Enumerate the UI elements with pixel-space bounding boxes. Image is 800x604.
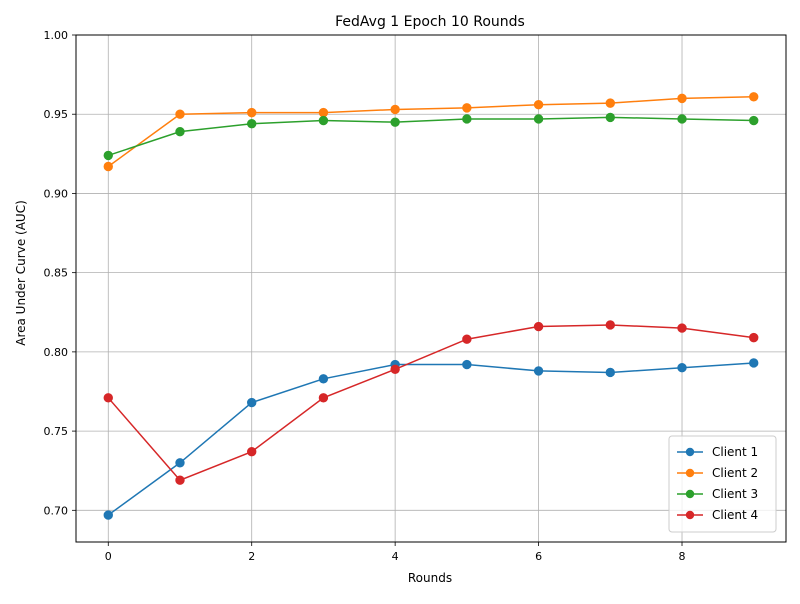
data-point-client-4 (605, 320, 615, 330)
data-point-client-2 (749, 92, 759, 102)
legend-item: Client 4 (677, 508, 758, 522)
x-axis-label: Rounds (408, 571, 452, 585)
x-tick-label: 6 (535, 550, 542, 563)
data-point-client-1 (103, 510, 113, 520)
y-axis-label: Area Under Curve (AUC) (14, 200, 28, 346)
data-point-client-3 (749, 115, 759, 126)
data-point-client-1 (749, 358, 759, 368)
data-point-client-4 (175, 475, 185, 485)
series-line-client-4 (107, 324, 754, 482)
legend-item: Client 3 (677, 487, 758, 501)
legend-box (668, 435, 777, 533)
legend-marker (685, 447, 695, 457)
series-layer (103, 92, 759, 520)
x-axis: 0 2 4 6 8 (105, 542, 686, 563)
data-point-client-2 (677, 93, 687, 104)
legend-label: Client 4 (712, 508, 758, 522)
data-point-client-3 (103, 150, 113, 161)
data-point-client-2 (605, 98, 615, 108)
data-point-client-1 (175, 458, 185, 468)
data-point-client-4 (103, 393, 113, 403)
legend-label: Client 1 (712, 445, 758, 459)
data-point-client-2 (247, 107, 257, 118)
y-tick-label: 0.95 (44, 108, 69, 121)
legend-marker (685, 510, 695, 520)
data-point-client-3 (247, 119, 257, 129)
series-line-client-1 (107, 362, 754, 516)
data-point-client-4 (533, 321, 544, 332)
series-client-1 (103, 358, 759, 520)
data-point-client-3 (462, 114, 472, 124)
data-point-client-2 (390, 104, 400, 115)
y-tick-label: 0.85 (44, 267, 69, 280)
x-tick-label: 8 (679, 550, 686, 563)
data-point-client-3 (605, 112, 615, 123)
data-point-client-4 (749, 332, 759, 343)
series-client-4 (103, 320, 759, 485)
y-axis: 0.70 0.75 0.80 0.85 0.90 0.95 1.00 (44, 29, 76, 517)
data-point-client-4 (390, 364, 400, 375)
data-point-client-4 (247, 446, 257, 457)
data-point-client-2 (462, 103, 472, 113)
series-line-client-2 (107, 96, 754, 168)
chart-title: FedAvg 1 Epoch 10 Rounds (335, 14, 525, 30)
data-point-client-3 (390, 117, 400, 127)
y-tick-label: 0.80 (44, 346, 69, 359)
legend-label: Client 3 (712, 487, 758, 501)
data-point-client-1 (605, 367, 615, 378)
data-point-client-1 (462, 359, 472, 370)
legend-item: Client 2 (677, 466, 758, 480)
y-tick-label: 0.75 (44, 425, 69, 438)
series-client-2 (103, 92, 759, 172)
y-tick-label: 1.00 (44, 29, 69, 42)
x-tick-label: 4 (392, 550, 399, 563)
data-point-client-3 (318, 115, 329, 126)
data-point-client-4 (462, 334, 472, 344)
data-point-client-4 (677, 323, 687, 333)
x-tick-label: 0 (105, 550, 112, 563)
data-point-client-2 (103, 161, 113, 172)
plot-frame (75, 34, 787, 543)
legend: Client 1 Client 2 Client 3 Client 4 (668, 435, 777, 533)
data-point-client-1 (677, 363, 687, 373)
y-tick-label: 0.90 (44, 187, 69, 200)
data-point-client-2 (533, 100, 544, 110)
data-point-client-1 (247, 397, 257, 408)
data-point-client-3 (677, 114, 687, 124)
data-point-client-1 (318, 374, 329, 384)
data-point-client-3 (175, 126, 185, 137)
legend-marker (685, 489, 695, 499)
legend-item: Client 1 (677, 445, 758, 459)
y-tick-label: 0.70 (44, 504, 69, 517)
legend-label: Client 2 (712, 466, 758, 480)
data-point-client-2 (318, 107, 329, 118)
data-point-client-4 (318, 393, 329, 403)
legend-marker (685, 468, 695, 478)
series-line-client-3 (108, 116, 754, 157)
data-point-client-3 (533, 114, 544, 124)
x-tick-label: 2 (248, 550, 255, 563)
data-point-client-1 (533, 366, 544, 376)
data-point-client-2 (175, 109, 185, 119)
series-client-3 (103, 112, 759, 161)
